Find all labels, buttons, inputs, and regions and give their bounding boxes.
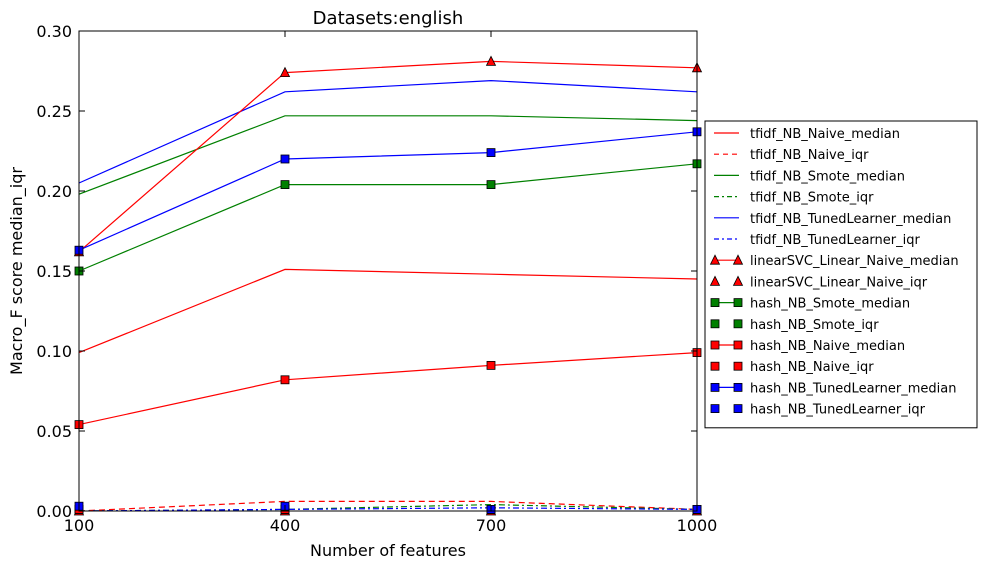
- plot-area: [73, 55, 703, 516]
- legend-box: [704, 120, 978, 429]
- legend-label: hash_NB_Smote_iqr: [750, 318, 879, 333]
- data-point-hash_NB_TunedLearner_median-1: [280, 154, 290, 164]
- legend-item: tfidf_NB_Naive_iqr: [714, 148, 869, 163]
- data-point-linearSVC_Linear_Naive_median-2: [485, 55, 497, 66]
- legend-item: tfidf_NB_TunedLearner_iqr: [714, 233, 920, 248]
- data-point-linearSVC_Linear_Naive_median-1: [279, 66, 291, 77]
- legend-item: tfidf_NB_Naive_median: [714, 127, 900, 142]
- legend-marker: [732, 254, 744, 265]
- legend-label: tfidf_NB_Naive_median: [750, 127, 900, 142]
- series-line-tfidf_NB_Naive_iqr: [78, 500, 698, 512]
- legend-marker: [733, 382, 743, 392]
- legend-item: linearSVC_Linear_Naive_median: [709, 254, 959, 269]
- legend-label: hash_NB_Smote_median: [750, 297, 910, 312]
- legend-marker: [710, 382, 720, 392]
- legend-label: tfidf_NB_Naive_iqr: [750, 148, 869, 163]
- y-tick-label: 0.05: [36, 422, 72, 441]
- data-point-hash_NB_Smote_median-1: [280, 180, 290, 190]
- legend-item: tfidf_NB_Smote_iqr: [714, 191, 874, 206]
- y-tick-label: 0.20: [36, 182, 72, 201]
- legend-item: tfidf_NB_Smote_median: [714, 169, 905, 184]
- data-point-hash_NB_Naive_median-2: [486, 360, 496, 370]
- legend-label: tfidf_NB_Smote_median: [750, 169, 905, 184]
- series-line-hash_NB_TunedLearner_median: [78, 131, 698, 251]
- legend-marker: [710, 340, 720, 350]
- y-tick-label: 0.30: [36, 22, 72, 41]
- legend-marker: [710, 298, 720, 308]
- series-line-hash_NB_Naive_median: [78, 352, 698, 426]
- legend-marker: [709, 275, 721, 286]
- legend-label: hash_NB_Naive_iqr: [750, 360, 874, 375]
- x-tick-label: 100: [64, 516, 95, 535]
- x-axis-label: Number of features: [310, 541, 466, 560]
- legend-label: tfidf_NB_TunedLearner_iqr: [750, 233, 920, 248]
- legend-marker: [733, 404, 743, 414]
- legend-label: linearSVC_Linear_Naive_iqr: [750, 275, 928, 290]
- legend-marker: [733, 340, 743, 350]
- y-tick-label: 0.10: [36, 342, 72, 361]
- legend-item: hash_NB_Naive_iqr: [710, 360, 874, 375]
- series-line-tfidf_NB_TunedLearner_median: [78, 79, 698, 184]
- x-tick-label: 400: [270, 516, 301, 535]
- legend-label: linearSVC_Linear_Naive_median: [750, 254, 959, 269]
- plot-frame: [78, 30, 698, 512]
- legend-label: hash_NB_Naive_median: [750, 339, 905, 354]
- legend-marker: [733, 298, 743, 308]
- legend-item: hash_NB_TunedLearner_median: [710, 381, 956, 396]
- data-point-hash_NB_Smote_median-2: [486, 180, 496, 190]
- legend-marker: [709, 254, 721, 265]
- y-tick-label: 0.15: [36, 262, 72, 281]
- series-line-hash_NB_Smote_median: [78, 163, 698, 272]
- series-line-tfidf_NB_Smote_median: [78, 115, 698, 195]
- y-tick-label: 0.25: [36, 102, 72, 121]
- legend-label: tfidf_NB_TunedLearner_median: [750, 212, 951, 227]
- series-line-tfidf_NB_TunedLearner_iqr: [78, 507, 698, 512]
- legend: tfidf_NB_Naive_median tfidf_NB_Naive_iqrt…: [704, 120, 978, 429]
- legend-marker: [733, 319, 743, 329]
- legend-marker: [710, 319, 720, 329]
- legend-item: hash_NB_Smote_iqr: [710, 318, 879, 333]
- y-axis-label: Macro_F score median_iqr: [7, 167, 27, 375]
- legend-marker: [710, 404, 720, 414]
- legend-item: linearSVC_Linear_Naive_iqr: [709, 275, 928, 290]
- legend-item: tfidf_NB_TunedLearner_median: [714, 212, 951, 227]
- legend-label: hash_NB_TunedLearner_iqr: [750, 403, 926, 418]
- series-line-tfidf_NB_Naive_median: [78, 268, 698, 354]
- y-tick-label: 0.00: [36, 502, 72, 521]
- chart-title: Datasets:english: [313, 8, 464, 29]
- series-line-linearSVC_Linear_Naive_median: [78, 60, 698, 253]
- legend-marker: [710, 361, 720, 371]
- x-tick-label: 1000: [677, 516, 718, 535]
- legend-label: hash_NB_TunedLearner_median: [750, 381, 956, 396]
- data-point-hash_NB_TunedLearner_median-2: [486, 148, 496, 158]
- legend-item: hash_NB_Smote_median: [710, 297, 910, 312]
- legend-item: hash_NB_TunedLearner_iqr: [710, 403, 926, 418]
- axis-ticks: 100 400 700 1000 0.00 0.05 0.10 0.15 0.20 0.25 0.3…: [36, 22, 717, 535]
- x-tick-label: 700: [476, 516, 507, 535]
- data-point-hash_NB_Naive_median-1: [280, 375, 290, 385]
- legend-marker: [733, 361, 743, 371]
- legend-marker: [732, 275, 744, 286]
- legend-item: hash_NB_Naive_median: [710, 339, 905, 354]
- legend-label: tfidf_NB_Smote_iqr: [750, 191, 874, 206]
